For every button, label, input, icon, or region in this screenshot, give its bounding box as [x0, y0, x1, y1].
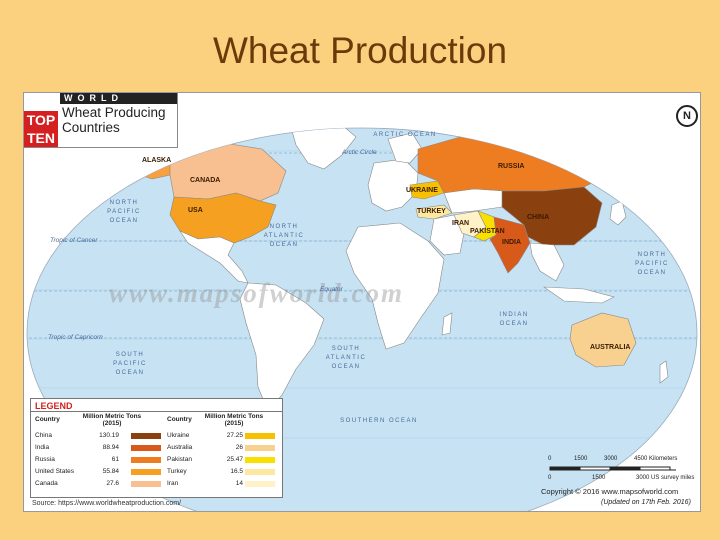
badge-ten: TEN [24, 129, 58, 147]
label-south-atlantic: SOUTH ATLANTIC OCEAN [325, 346, 367, 370]
legend-left-country: China [35, 432, 52, 439]
legend-left-swatch [131, 433, 161, 439]
label-arctic-circle: Arctic Circle [342, 149, 377, 156]
legend-right-value: 14 [235, 480, 243, 487]
legend-left-value: 55.84 [102, 468, 119, 475]
slide-title: Wheat Production [212, 30, 508, 71]
legend-left-value: 61 [111, 456, 119, 463]
label-australia: AUSTRALIA [590, 344, 631, 351]
legend-header-country-right: Country [167, 416, 192, 423]
scale-mi-1500: 1500 [592, 475, 606, 481]
label-china: CHINA [527, 214, 550, 221]
legend-left-country: Canada [35, 480, 58, 487]
watermark: www.mapsofworld.com [109, 278, 405, 308]
legend-right-country: Pakistan [167, 456, 192, 463]
scale-km-4500: 4500 Kilometers [634, 456, 678, 462]
legend-right-country: Turkey [167, 468, 187, 475]
scandinavia [387, 132, 423, 164]
africa [345, 222, 445, 350]
legend-left-swatch [131, 481, 161, 487]
legend-left-country: Russia [35, 456, 55, 463]
legend-right-country: Iran [167, 480, 179, 487]
label-equator: Equator [320, 286, 343, 293]
legend-left-value: 130.19 [99, 432, 119, 439]
australia [569, 312, 637, 368]
label-canada: CANADA [190, 177, 221, 184]
legend-right-swatch [245, 481, 275, 487]
label-russia: RUSSIA [498, 163, 525, 170]
indonesia [542, 286, 615, 304]
alaska [115, 148, 173, 180]
legend-left-swatch [131, 469, 161, 475]
legend-divider [31, 411, 282, 412]
ukraine [409, 180, 445, 200]
label-usa: USA [188, 207, 203, 214]
legend-title: LEGEND [35, 401, 73, 411]
label-tropic-capricorn: Tropic of Capricorn [48, 334, 103, 341]
label-north-atlantic: NORTH ATLANTIC OCEAN [263, 224, 305, 248]
label-arctic-ocean: ARCTIC OCEAN [373, 132, 437, 138]
legend-right-swatch [245, 457, 275, 463]
legend-right-value: 27.25 [226, 432, 243, 439]
scale-km-1500: 1500 [574, 456, 588, 462]
legend-right-country: Australia [167, 444, 193, 451]
china [501, 186, 603, 246]
badge-top: TOP [24, 111, 58, 129]
legend-left-country: United States [35, 468, 75, 475]
southeast-asia [529, 242, 565, 282]
legend-right-value: 25.47 [226, 456, 243, 463]
label-tropic-cancer: Tropic of Cancer [50, 237, 98, 244]
legend-left-country: India [35, 444, 50, 451]
legend: LEGEND Country Million Metric Tons (2015… [30, 398, 283, 498]
new-zealand [659, 360, 669, 384]
copyright: Copyright © 2016 www.mapsofworld.com [541, 487, 679, 496]
updated-date: (Updated on 17th Feb. 2016) [601, 499, 691, 506]
legend-header-country-left: Country [35, 416, 60, 423]
greenland [291, 128, 357, 170]
source-note: Source: https://www.worldwheatproduction… [32, 500, 182, 507]
legend-left-swatch [131, 457, 161, 463]
scale-mi-3000: 3000 US survey miles [636, 475, 695, 481]
badge-world: WORLD [60, 93, 177, 104]
madagascar [441, 312, 453, 336]
south-america [239, 282, 325, 412]
legend-right-country: Ukraine [167, 432, 190, 439]
legend-header-tons-left: Million Metric Tons (2015) [82, 413, 142, 427]
scale-km-0: 0 [548, 456, 552, 462]
world-map: www.mapsofworld.com ALASKA CANADA USA RU… [23, 92, 701, 512]
label-southern-ocean: SOUTHERN OCEAN [340, 418, 418, 424]
legend-right-value: 26 [235, 444, 243, 451]
turkey [415, 204, 453, 220]
label-north-pacific-left: NORTH PACIFIC OCEAN [107, 200, 141, 224]
label-indian-ocean: INDIAN OCEAN [499, 312, 529, 327]
legend-left-value: 88.94 [102, 444, 119, 451]
scale-mi-0: 0 [548, 475, 552, 481]
north-compass-icon: N [676, 105, 698, 127]
legend-left-swatch [131, 445, 161, 451]
badge-title: Wheat Producing Countries [62, 105, 166, 135]
label-alaska: ALASKA [142, 157, 172, 164]
europe [367, 158, 419, 212]
legend-right-swatch [245, 469, 275, 475]
label-turkey: TURKEY [417, 208, 446, 215]
label-india: INDIA [502, 239, 522, 246]
label-iran: IRAN [452, 220, 470, 227]
scale-bar-graphic [549, 466, 676, 471]
scale-km-3000: 3000 [604, 456, 618, 462]
label-south-pacific: SOUTH PACIFIC OCEAN [113, 352, 147, 376]
label-ukraine: UKRAINE [406, 187, 438, 194]
legend-header-tons-right: Million Metric Tons (2015) [204, 413, 264, 427]
legend-right-value: 16.5 [230, 468, 243, 475]
label-pakistan: PAKISTAN [470, 228, 505, 235]
legend-right-swatch [245, 433, 275, 439]
legend-right-swatch [245, 445, 275, 451]
top-ten-badge: TOP TEN WORLD Wheat Producing Countries [24, 93, 178, 148]
legend-left-value: 27.6 [106, 480, 119, 487]
mexico [179, 230, 249, 284]
label-north-pacific-right: NORTH PACIFIC OCEAN [635, 252, 669, 276]
